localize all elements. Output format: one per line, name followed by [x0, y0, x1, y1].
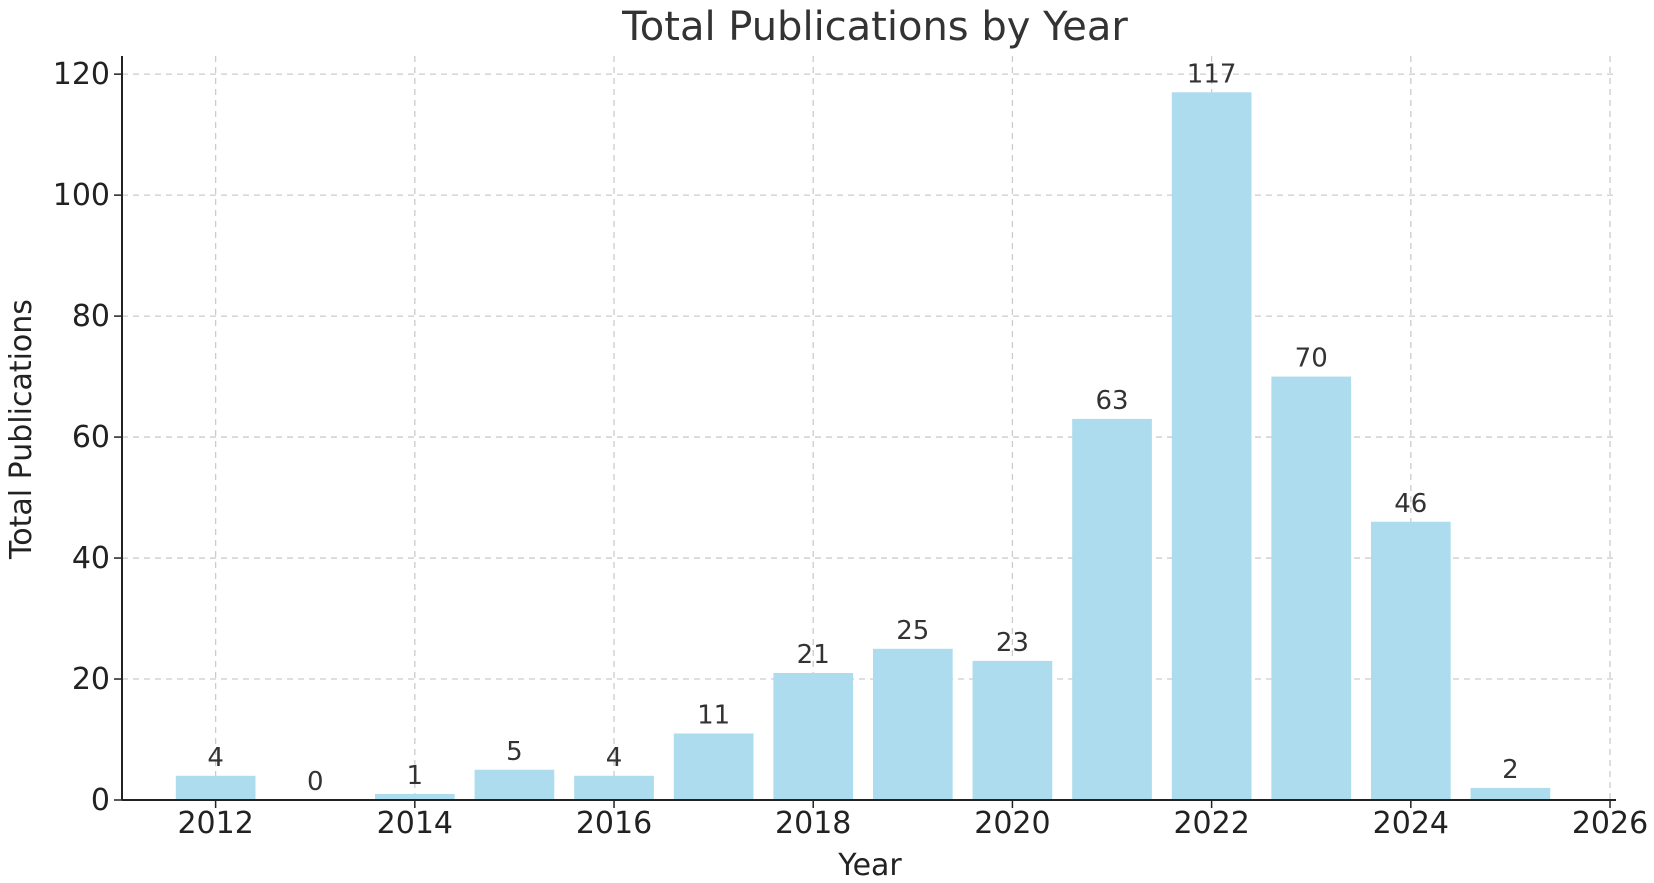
bar-2024: [1370, 521, 1451, 800]
y-tick-label-40: 40: [72, 541, 110, 576]
bar-2015: [474, 769, 555, 800]
x-tick-label-2016: 2016: [576, 806, 652, 841]
bars: [175, 92, 1551, 801]
x-tick-label-2014: 2014: [377, 806, 453, 841]
bar-value-label-2022: 117: [1187, 59, 1237, 89]
chart-title: Total Publications by Year: [621, 4, 1128, 50]
bar-2023: [1271, 376, 1352, 800]
y-axis-label: Total Publications: [4, 299, 39, 560]
axes: [121, 56, 1616, 801]
y-tick-label-60: 60: [72, 420, 110, 455]
x-tick-label-2012: 2012: [177, 806, 253, 841]
bar-value-label-2025: 2: [1502, 755, 1519, 785]
x-tick-label-2026: 2026: [1572, 806, 1648, 841]
bar-2025: [1470, 787, 1551, 800]
bar-2016: [574, 775, 654, 800]
bar-value-label-2015: 5: [506, 737, 523, 767]
y-tick-label-100: 100: [53, 178, 110, 213]
bar-value-label-2024: 46: [1394, 489, 1427, 519]
bar-value-label-2019: 25: [896, 616, 929, 646]
bar-value-label-2018: 21: [797, 640, 830, 670]
bar-value-label-2012: 4: [207, 743, 224, 773]
bar-2019: [872, 648, 953, 800]
bar-value-label-2021: 63: [1095, 386, 1128, 416]
bar-2018: [773, 672, 854, 800]
bar-2020: [972, 660, 1053, 800]
bar-value-label-2014: 1: [407, 761, 424, 791]
bar-2017: [673, 733, 754, 800]
y-tick-label-0: 0: [91, 783, 110, 818]
bar-2014: [374, 793, 455, 800]
x-tick-label-2024: 2024: [1373, 806, 1449, 841]
bar-value-label-2017: 11: [697, 700, 730, 730]
x-tick-label-2018: 2018: [775, 806, 851, 841]
y-tick-label-120: 120: [53, 57, 110, 92]
x-tick-label-2022: 2022: [1173, 806, 1249, 841]
bar-value-label-2020: 23: [996, 628, 1029, 658]
bar-value-label-2016: 4: [606, 743, 623, 773]
x-tick-label-2020: 2020: [974, 806, 1050, 841]
bar-value-label-2013: 0: [307, 767, 324, 797]
bar-value-label-2023: 70: [1295, 344, 1328, 374]
x-axis-label: Year: [837, 848, 902, 883]
bar-2012: [175, 775, 256, 800]
bar-2022: [1171, 92, 1252, 801]
bar-value-labels: 4 0 1 5 4 11 21 25 23 63 117 70 46 2: [207, 59, 1518, 797]
bar-2021: [1072, 418, 1152, 800]
y-tick-label-80: 80: [72, 299, 110, 334]
y-tick-label-20: 20: [72, 662, 110, 697]
